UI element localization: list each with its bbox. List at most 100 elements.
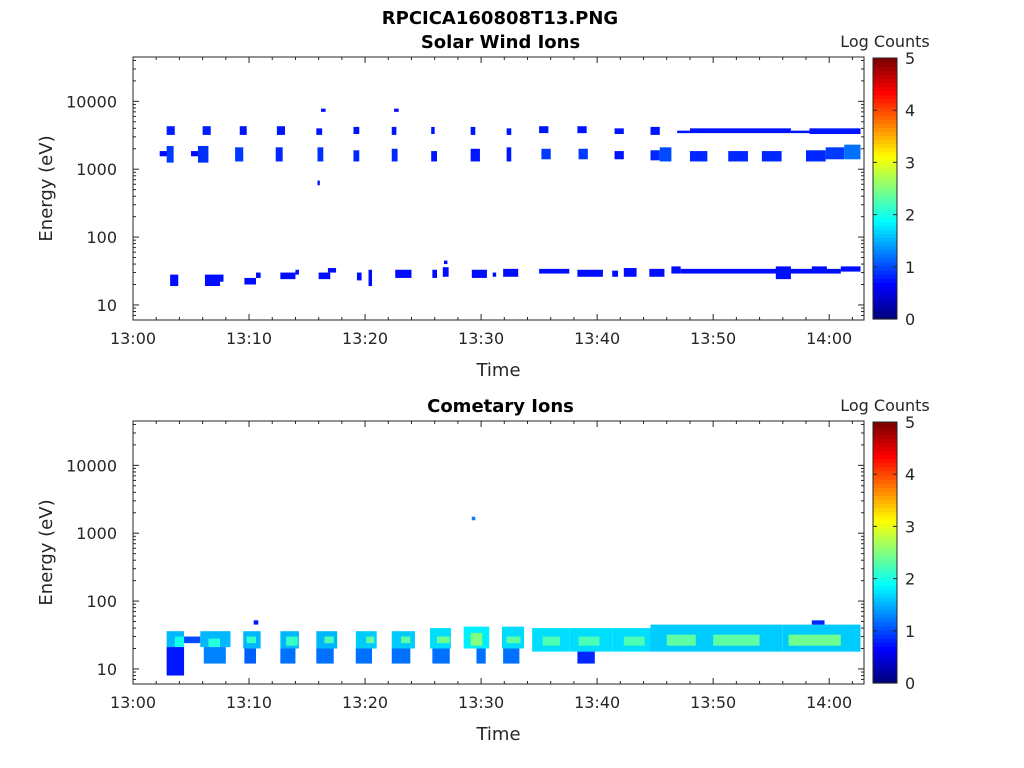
heatmap-cell: [401, 636, 411, 644]
heatmap-cell: [471, 516, 476, 521]
colorbar-label: Log Counts: [840, 396, 930, 415]
colorbar-segment: [873, 314, 897, 320]
heatmap-cell: [775, 266, 791, 280]
heatmap-cell: [166, 647, 185, 676]
heatmap-cell: [650, 126, 660, 135]
y-tick-label: 10: [97, 660, 117, 679]
heatmap-cell: [355, 648, 373, 664]
colorbar-segment: [873, 119, 897, 124]
y-axis-label: Energy (eV): [36, 499, 57, 605]
axes-frame: [132, 56, 865, 321]
heatmap-cell: [805, 150, 826, 162]
colorbar-segment: [873, 576, 897, 582]
heatmap-cell: [391, 648, 411, 664]
y-tick-label: 10000: [66, 456, 117, 475]
heatmap-cell: [506, 636, 521, 644]
colorbar-segment: [873, 151, 897, 157]
heatmap-cell: [689, 128, 791, 134]
colorbar-segment: [873, 147, 897, 153]
heatmap-cell: [280, 648, 296, 664]
colorbar-segment: [873, 192, 897, 198]
x-tick-label: 13:00: [110, 329, 156, 348]
colorbar-segment: [873, 302, 897, 308]
colorbar-segment: [873, 217, 897, 222]
colorbar-segment: [873, 617, 897, 623]
heatmap-cell: [202, 126, 211, 135]
colorbar-segment: [873, 294, 897, 300]
colorbar-segment: [873, 310, 897, 316]
heatmap-cell: [470, 126, 476, 135]
panel-title: Solar Wind Ions: [421, 32, 580, 53]
y-tick-label: 1000: [76, 160, 117, 179]
axes-frame: [132, 420, 865, 685]
heatmap-cell: [614, 151, 624, 160]
x-tick-label: 13:30: [458, 329, 504, 348]
panel-solar-wind-ions: 13:00 13:10 13:20 13:30 13:40 13:50 14:0010100…: [36, 32, 930, 381]
heatmap-cell: [470, 632, 483, 646]
colorbar-segment: [873, 540, 897, 545]
x-tick-label: 13:40: [574, 693, 620, 712]
heatmap-cell: [368, 269, 373, 287]
colorbar-tick-label: 2: [905, 206, 915, 225]
colorbar-segment: [873, 556, 897, 562]
heatmap-cell: [677, 130, 690, 134]
colorbar-segment: [873, 257, 897, 263]
colorbar-segment: [873, 511, 897, 517]
colorbar-segment: [873, 462, 897, 468]
heatmap-cell: [317, 180, 320, 186]
colorbar-segment: [873, 650, 897, 656]
colorbar-segment: [873, 261, 897, 267]
heatmap-cell: [788, 634, 841, 646]
heatmap-cell: [239, 126, 247, 135]
colorbar-segment: [873, 601, 897, 607]
heatmap-cell: [539, 126, 549, 134]
heatmap-cell: [166, 145, 174, 163]
colorbar-segment: [873, 70, 897, 75]
colorbar-segment: [873, 131, 897, 137]
heatmap-cell: [320, 108, 326, 112]
colorbar-segment: [873, 654, 897, 660]
colorbar-segment: [873, 499, 897, 505]
colorbar-segment: [873, 646, 897, 651]
heatmap-cell: [443, 260, 448, 265]
heatmap-cell: [503, 268, 519, 277]
heatmap-cell: [353, 150, 360, 162]
figure-title: RPCICA160808T13.PNG: [382, 8, 618, 29]
heatmap-cell: [728, 151, 748, 162]
colorbar-segment: [873, 670, 897, 676]
heatmap-cell: [666, 634, 696, 646]
heatmap-cell: [317, 147, 324, 162]
heatmap-cell: [577, 269, 603, 277]
heatmap-cell: [286, 636, 298, 646]
colorbar-segment: [873, 66, 897, 71]
colorbar-segment: [873, 159, 897, 165]
colorbar-segment: [873, 200, 897, 206]
colorbar-segment: [873, 237, 897, 243]
colorbar-segment: [873, 560, 897, 566]
colorbar-segment: [873, 523, 897, 529]
colorbar-segment: [873, 245, 897, 251]
colorbar-segment: [873, 438, 897, 443]
colorbar-segment: [873, 274, 897, 279]
colorbar-segment: [873, 434, 897, 439]
colorbar-segment: [873, 62, 897, 67]
colorbar-segment: [873, 479, 897, 484]
heatmap-cell: [541, 148, 551, 160]
heatmap-cell: [825, 147, 845, 160]
heatmap-cell: [246, 636, 256, 644]
x-axis-label: Time: [475, 724, 520, 745]
heatmap-cell: [470, 148, 480, 162]
heatmap-cell: [577, 651, 595, 664]
colorbar-segment: [873, 536, 897, 541]
colorbar-segment: [873, 487, 897, 492]
colorbar-segment: [873, 155, 897, 161]
colorbar-segment: [873, 184, 897, 190]
heatmap-cell: [577, 126, 587, 134]
x-tick-label: 14:00: [806, 329, 852, 348]
heatmap-cell: [503, 648, 520, 664]
colorbar-segment: [873, 548, 897, 554]
colorbar-segment: [873, 662, 897, 668]
x-tick-label: 14:00: [806, 693, 852, 712]
colorbar-segment: [873, 78, 897, 84]
heatmap-cell: [649, 268, 665, 277]
